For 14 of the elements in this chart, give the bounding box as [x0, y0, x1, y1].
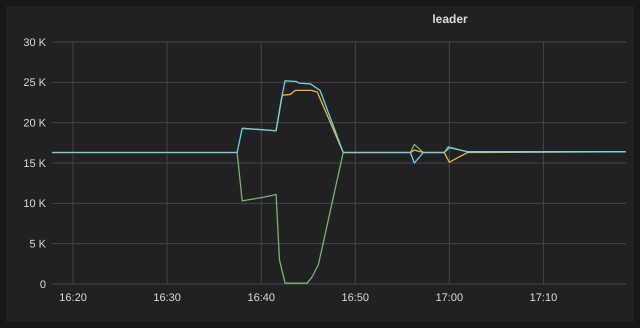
y-tick-label: 25 K	[23, 77, 47, 90]
chart-title: leader	[432, 12, 468, 26]
x-tick-label: 17:10	[530, 292, 558, 304]
x-tick-label: 16:20	[59, 292, 87, 304]
x-tick-label: 17:00	[436, 292, 464, 304]
x-tick-label: 16:30	[153, 292, 181, 304]
y-tick-label: 5 K	[29, 238, 47, 251]
x-tick-label: 16:40	[247, 292, 275, 304]
y-tick-label: 20 K	[23, 118, 47, 130]
x-tick-label: 16:50	[341, 292, 370, 304]
y-tick-label: 10 K	[23, 198, 47, 210]
y-tick-label: 0	[40, 278, 46, 291]
y-tick-label: 30 K	[23, 36, 47, 49]
y-tick-label: 15 K	[23, 158, 47, 170]
